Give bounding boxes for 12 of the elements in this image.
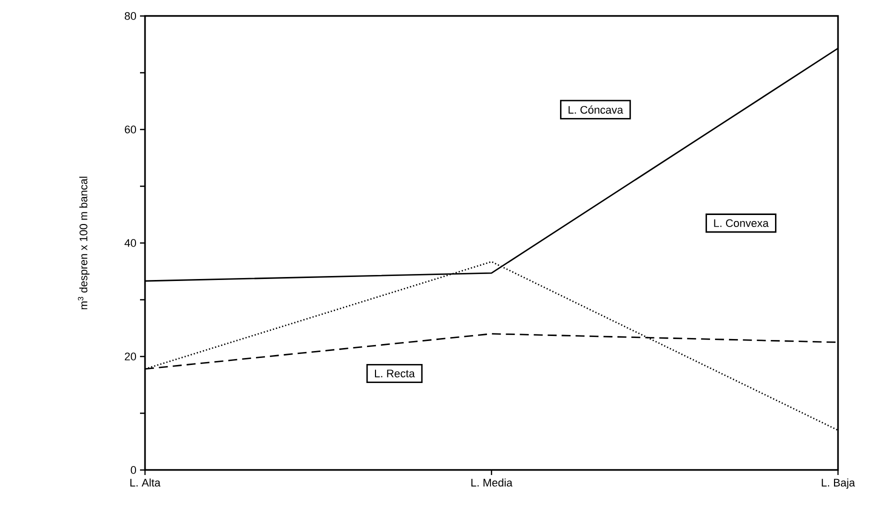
annotation: L. Recta bbox=[374, 370, 415, 378]
y-tick-label: 80 bbox=[124, 12, 136, 20]
y-axis-title: m$^{3}$ despren x 100 m bancal bbox=[78, 176, 90, 310]
y-tick-label: 20 bbox=[124, 352, 136, 360]
y-tick-label: 40 bbox=[124, 239, 136, 247]
x-tick-label: L. Media bbox=[471, 478, 513, 487]
x-tick-label: L. Alta bbox=[130, 478, 161, 487]
annotation: L. Cóncava bbox=[568, 106, 624, 114]
y-tick-label: 0 bbox=[130, 466, 136, 474]
annotation: L. Convexa bbox=[714, 219, 769, 228]
x-tick-label: L. Baja bbox=[822, 478, 856, 489]
y-tick-label: 60 bbox=[124, 126, 136, 134]
